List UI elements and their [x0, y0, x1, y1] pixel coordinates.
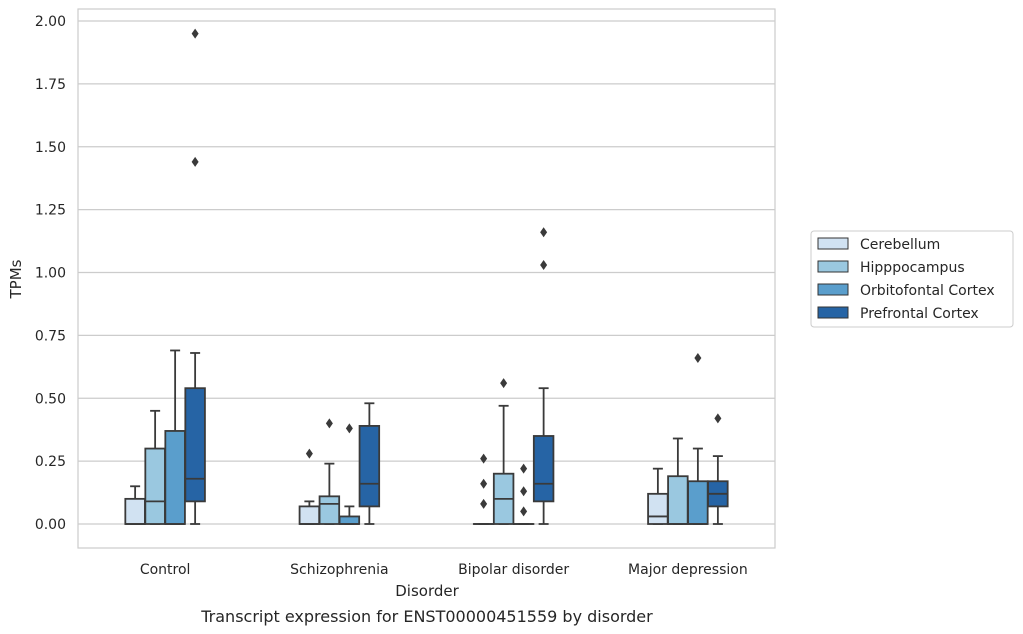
legend-swatch [817, 306, 849, 319]
box-control-1 [124, 485, 146, 525]
outlier-point [345, 423, 353, 434]
box-schizophrenia-2 [318, 418, 341, 525]
box-bipolar-disorder-4 [532, 227, 555, 525]
box-iqr [318, 495, 341, 525]
box-major-depression-2 [667, 437, 689, 525]
box-iqr [358, 425, 381, 508]
legend-item-cerebellum: Cerebellum [817, 237, 940, 253]
y-tick-label: 1.50 [35, 140, 66, 156]
y-tick-label: 0.75 [35, 328, 66, 344]
boxes [124, 28, 729, 525]
box-iqr [164, 430, 186, 525]
outlier-point [480, 478, 488, 489]
y-tick-label: 0.00 [35, 517, 66, 533]
box-iqr [338, 515, 361, 525]
box-iqr [124, 497, 146, 525]
y-tick-label: 0.25 [35, 454, 66, 470]
y-tick-label: 1.25 [35, 203, 66, 219]
x-axis-label: Disorder [395, 582, 459, 600]
legend-item-hippocampus: Hipppocampus [817, 260, 965, 276]
outlier-point [520, 506, 528, 517]
box-control-3 [164, 349, 186, 525]
y-tick-label: 1.75 [35, 77, 66, 93]
outlier-point [540, 259, 548, 270]
outlier-point [714, 413, 722, 424]
box-major-depression-4 [707, 413, 729, 525]
box-control-2 [144, 409, 166, 525]
box-iqr [184, 387, 206, 503]
legend-frame [810, 230, 1014, 328]
outlier-point [540, 227, 548, 238]
box-bipolar-disorder-3 [512, 463, 535, 525]
outlier-point [480, 453, 488, 464]
x-tick-label: Control [140, 562, 191, 578]
x-tick-label: Bipolar disorder [458, 562, 569, 578]
chart-caption: Transcript expression for ENST0000045155… [200, 607, 653, 626]
box-major-depression-3 [687, 353, 709, 525]
outlier-point [520, 463, 528, 474]
box-iqr [144, 447, 166, 525]
x-tick-label: Schizophrenia [290, 562, 388, 578]
box-iqr [687, 480, 709, 525]
box-iqr [667, 475, 689, 525]
outlier-point [325, 418, 333, 429]
outlier-point [305, 448, 313, 459]
box-iqr [532, 435, 555, 503]
y-tick-label: 1.00 [35, 266, 66, 282]
x-axis-ticks: Control Schizophrenia Bipolar disorder Majo… [140, 562, 748, 578]
y-axis-ticks: 0.00 0.25 0.50 0.75 1.00 1.25 1.50 1.75 2.00 [35, 14, 66, 533]
legend-label: Prefrontal Cortex [860, 306, 979, 322]
y-tick-label: 0.50 [35, 391, 66, 407]
box-bipolar-disorder-1 [472, 453, 495, 525]
legend-label: Orbitofontal Cortex [860, 283, 995, 299]
legend-label: Cerebellum [860, 237, 940, 253]
plot-area-frame [77, 8, 776, 549]
outlier-point [191, 156, 199, 167]
box-iqr [298, 505, 321, 525]
outlier-point [694, 353, 702, 364]
outlier-point [520, 486, 528, 497]
legend-swatch [817, 283, 849, 296]
legend-swatch [817, 260, 849, 273]
legend-label: Hipppocampus [860, 260, 965, 276]
box-schizophrenia-4 [358, 402, 381, 525]
legend: Cerebellum Hipppocampus Orbitofontal Cor… [810, 230, 1014, 328]
y-tick-label: 2.00 [35, 14, 66, 30]
legend-item-orbitofontal-cortex: Orbitofontal Cortex [817, 283, 995, 299]
y-axis-label: TPMs [7, 259, 25, 299]
outlier-point [500, 378, 508, 389]
legend-item-prefrontal-cortex: Prefrontal Cortex [817, 306, 979, 322]
box-schizophrenia-3 [338, 423, 361, 525]
outlier-point [191, 28, 199, 39]
box-bipolar-disorder-2 [492, 378, 515, 525]
outlier-point [480, 498, 488, 509]
x-tick-label: Major depression [628, 562, 748, 578]
box-major-depression-1 [647, 467, 669, 525]
legend-swatch [817, 237, 849, 250]
box-control-4 [184, 28, 206, 525]
box-schizophrenia-1 [298, 448, 321, 525]
box-iqr [647, 492, 669, 525]
